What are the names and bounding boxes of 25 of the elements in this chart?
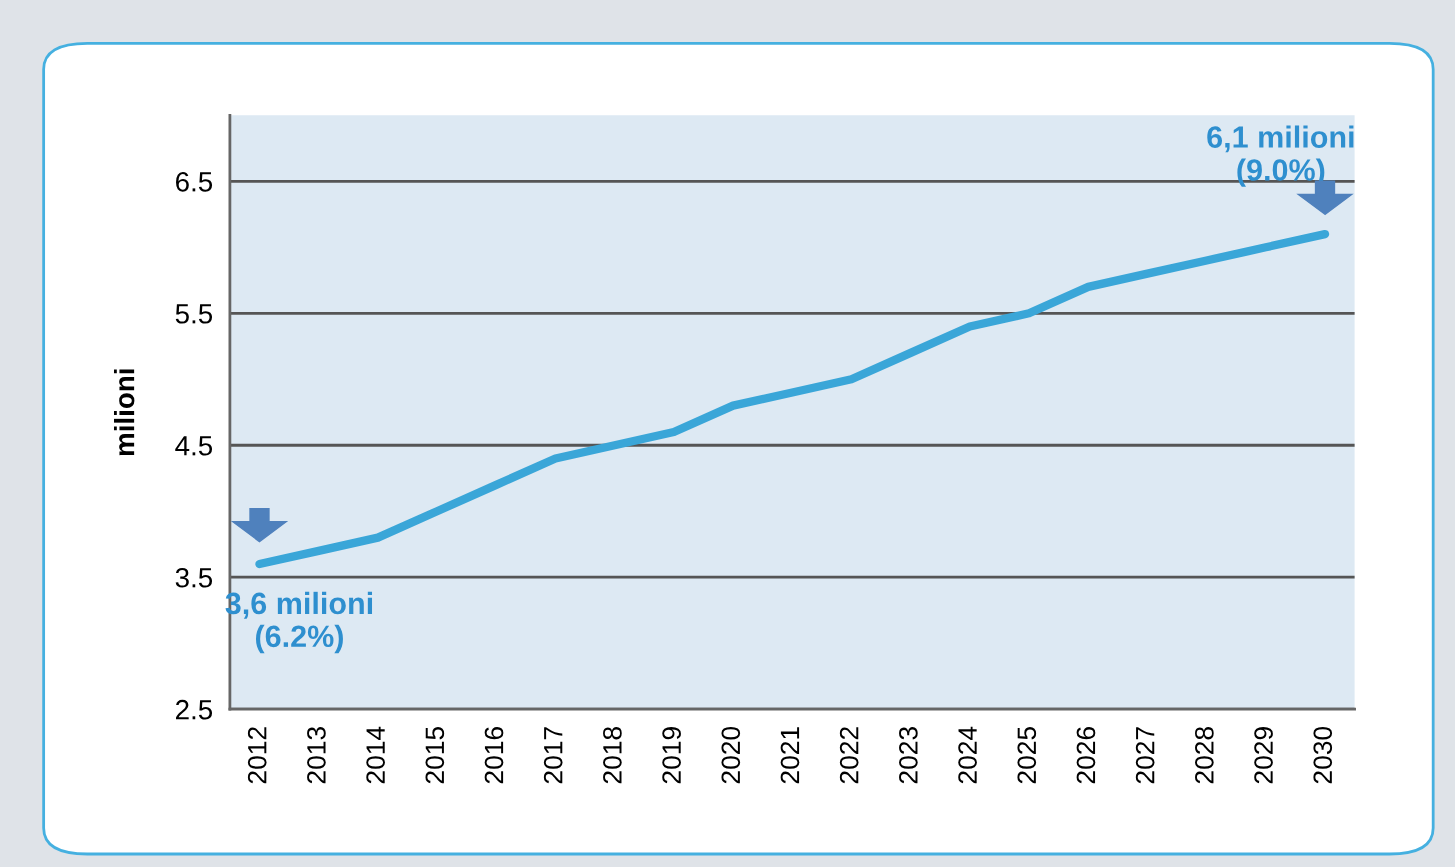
x-tick-label: 2022 <box>839 727 859 784</box>
x-tick-label: 2018 <box>603 727 622 784</box>
x-tick-label: 2021 <box>780 727 800 784</box>
x-tick-label: 2027 <box>1135 727 1155 784</box>
y-axis-title: milioni <box>114 369 135 456</box>
x-tick-label: 2016 <box>484 727 504 784</box>
x-tick-label: 2023 <box>899 727 918 784</box>
x-tick-label: 2020 <box>721 726 741 784</box>
x-tick-label: 2017 <box>543 727 563 784</box>
x-tick-label: 2014 <box>366 726 385 784</box>
y-tick-label: 6.5 <box>176 171 213 192</box>
x-tick-label: 2028 <box>1195 727 1214 784</box>
x-tick-label: 2019 <box>662 727 681 784</box>
x-tick-label: 2013 <box>307 727 326 784</box>
y-tick-label: 5.5 <box>175 304 213 324</box>
x-tick-label: 2029 <box>1254 727 1273 784</box>
x-tick-label: 2026 <box>1076 727 1096 784</box>
y-tick-label: 2.5 <box>176 699 213 720</box>
x-tick-label: 2015 <box>425 726 445 784</box>
y-tick-label: 4.5 <box>175 436 213 456</box>
x-tick-label: 2030 <box>1313 726 1333 784</box>
x-tick-label: 2025 <box>1017 726 1037 784</box>
x-tick-label: 2012 <box>247 727 267 784</box>
x-tick-label: 2024 <box>958 726 977 784</box>
y-tick-label: 3.5 <box>175 567 213 588</box>
